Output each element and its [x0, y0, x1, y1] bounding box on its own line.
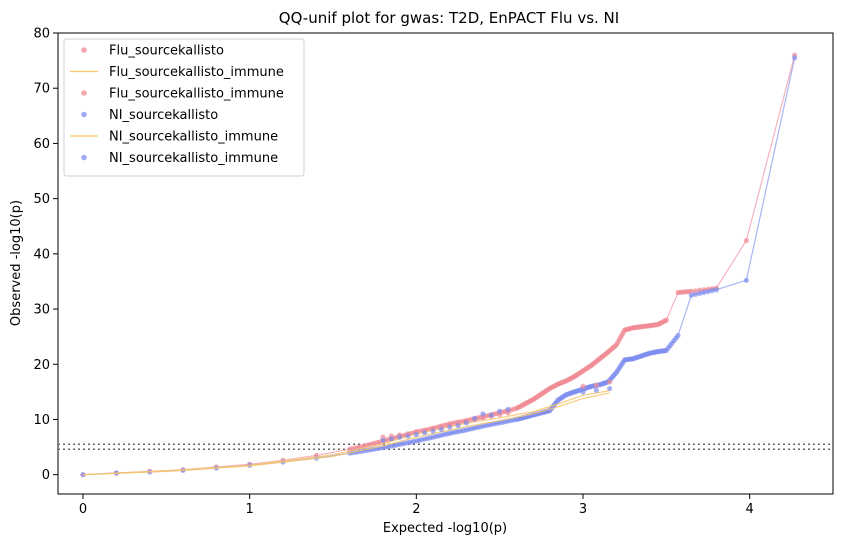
data-point	[580, 389, 586, 395]
data-point	[480, 411, 486, 417]
series-layer	[80, 52, 798, 478]
data-point	[388, 436, 394, 442]
data-point	[422, 430, 428, 436]
data-point	[607, 379, 613, 385]
y-tick-label: 20	[33, 358, 50, 373]
data-point	[593, 387, 599, 393]
legend-marker	[81, 90, 87, 96]
y-tick-label: 60	[33, 137, 50, 152]
data-point	[709, 288, 715, 294]
data-point	[472, 415, 478, 421]
data-point	[380, 437, 386, 444]
data-point	[505, 406, 511, 413]
data-point	[397, 434, 403, 440]
data-point	[688, 288, 694, 294]
data-point	[463, 420, 469, 426]
y-tick-label: 10	[33, 413, 50, 428]
x-axis: 0 1 2 3 4	[79, 494, 754, 517]
data-point	[580, 383, 586, 389]
x-tick-label: 1	[246, 502, 254, 517]
y-tick-label: 70	[33, 82, 50, 97]
y-tick-label: 30	[33, 303, 50, 318]
y-axis-label: Observed -log10(p)	[9, 200, 24, 326]
y-tick-label: 0	[42, 468, 50, 483]
data-point	[743, 277, 749, 283]
x-tick-label: 0	[79, 502, 87, 517]
series-flu-sourcekallisto	[80, 52, 798, 478]
data-point	[447, 424, 453, 430]
legend-label: Flu_sourcekallisto	[109, 44, 224, 59]
data-point	[705, 288, 711, 295]
data-point	[438, 426, 444, 433]
data-point	[593, 382, 599, 388]
x-tick-label: 4	[746, 502, 754, 517]
y-tick-label: 40	[33, 247, 50, 262]
data-point	[692, 291, 699, 297]
data-point	[497, 408, 503, 414]
data-point	[405, 433, 411, 439]
data-point	[743, 237, 749, 244]
series-ni-sourcekallisto-immune	[380, 385, 613, 444]
data-point	[675, 332, 681, 339]
legend-marker	[81, 111, 87, 118]
data-point	[455, 422, 461, 429]
legend-label: Flu_sourcekallisto_immune	[109, 65, 284, 80]
legend-marker	[81, 154, 87, 161]
legend-label: NI_sourcekallisto_immune	[109, 130, 278, 145]
data-point	[701, 289, 707, 296]
data-point	[792, 55, 798, 61]
data-point	[663, 317, 669, 323]
legend-box	[63, 38, 305, 177]
x-tick-label: 3	[579, 502, 587, 517]
data-point	[480, 415, 486, 421]
data-point	[713, 287, 719, 293]
legend-label: Flu_sourcekallisto_immune	[109, 87, 284, 102]
x-axis-label: Expected -log10(p)	[383, 521, 507, 536]
legend-marker	[81, 47, 87, 53]
data-point	[413, 431, 419, 437]
data-point	[688, 292, 694, 298]
data-point	[488, 412, 494, 418]
y-axis: 0 10 20 30 40 50 60 70 80	[33, 27, 58, 483]
reference-lines	[58, 443, 833, 451]
legend: Flu_sourcekallisto Flu_sourcekallisto_imm…	[63, 38, 305, 177]
x-tick-label: 2	[412, 502, 420, 517]
data-point	[607, 385, 613, 392]
chart-title: QQ-unif plot for gwas: T2D, EnPACT Flu v…	[279, 9, 619, 27]
legend-label: NI_sourcekallisto	[109, 108, 218, 123]
data-point	[697, 290, 703, 297]
legend-label: NI_sourcekallisto_immune	[109, 151, 278, 166]
data-point	[430, 428, 436, 434]
y-tick-label: 80	[33, 27, 50, 42]
y-tick-label: 50	[33, 192, 50, 207]
series-ni-sourcekallisto	[80, 55, 798, 478]
